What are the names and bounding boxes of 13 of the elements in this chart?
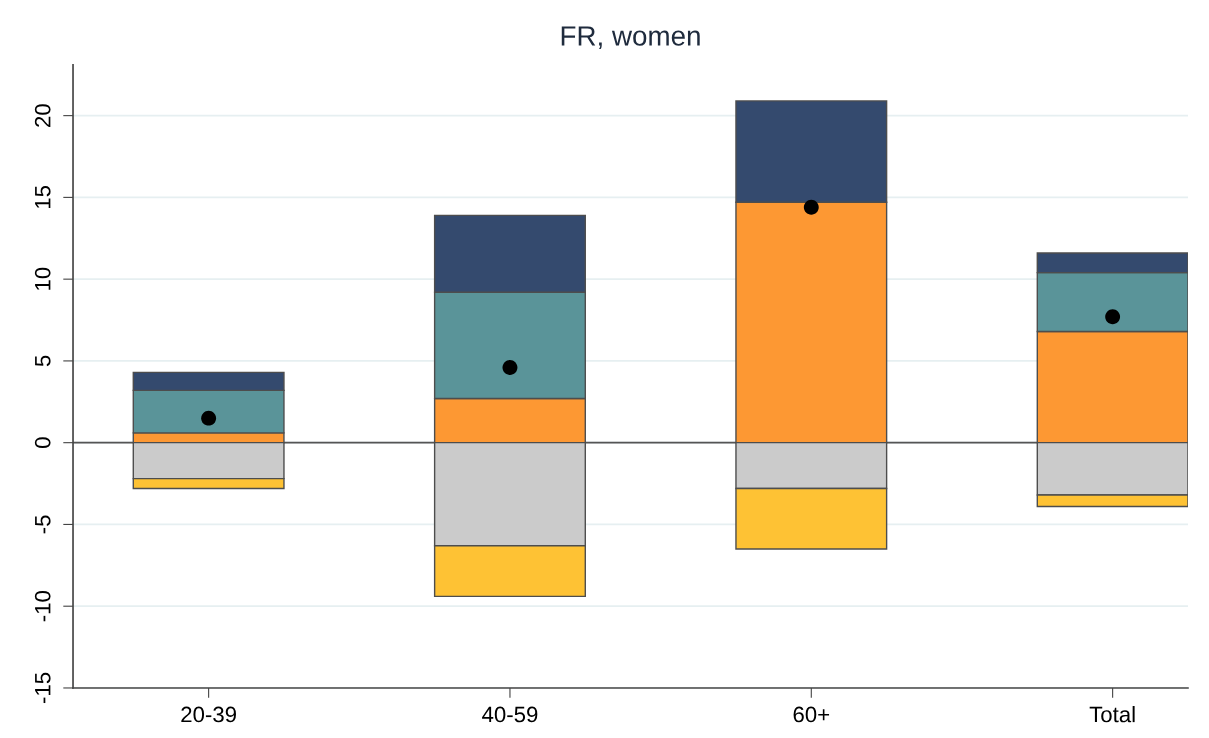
y-tick-label: 20 (34, 104, 51, 127)
x-tick-label: 60+ (793, 706, 830, 723)
y-tick-label: 15 (35, 185, 51, 209)
x-tick-label: 20-39 (181, 706, 236, 723)
y-tick-label: 0 (34, 437, 51, 448)
y-tick-label: -5 (35, 515, 51, 534)
y-tick-label: 10 (34, 267, 51, 290)
y-tick-label: -15 (35, 672, 51, 704)
y-tick-label: -10 (34, 591, 51, 622)
x-tick-label: 40-59 (482, 706, 538, 723)
chart-title: FR, women (561, 26, 700, 50)
x-tick-label: Total (1089, 706, 1135, 723)
y-tick-label: 5 (35, 355, 51, 367)
